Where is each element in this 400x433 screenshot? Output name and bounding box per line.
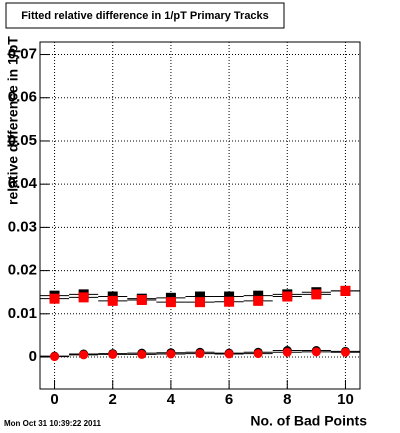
point	[78, 292, 89, 303]
point	[282, 347, 292, 357]
x-axis-label: No. of Bad Points	[250, 413, 367, 429]
point	[195, 349, 205, 359]
point	[195, 291, 205, 302]
point	[224, 291, 235, 302]
y-tick-label: 0.01	[8, 305, 37, 322]
point	[136, 294, 147, 305]
point	[166, 349, 176, 359]
y-axis-label: relative difference in 1/pT	[5, 36, 21, 205]
point	[49, 293, 60, 304]
point	[165, 297, 176, 308]
point	[311, 289, 322, 300]
point	[253, 290, 264, 301]
point	[107, 295, 118, 306]
point	[108, 349, 118, 359]
point	[253, 349, 263, 359]
y-tick-label: 0.04	[8, 175, 38, 192]
y-tick-label: 0.03	[8, 218, 37, 235]
x-tick-label: 6	[225, 391, 233, 408]
plot-frame	[39, 41, 361, 390]
footer: Mon Oct 31 10:39:22 2011	[4, 419, 101, 428]
y-tick-label: 0	[29, 348, 37, 365]
y-tick-label: 0.05	[8, 132, 37, 149]
y-tick-label: 0.02	[8, 262, 37, 279]
chart-title: Fitted relative difference in 1/pT Prima…	[21, 10, 269, 22]
point	[79, 350, 89, 360]
x-tick-label: 10	[337, 391, 354, 408]
point	[137, 349, 147, 359]
point	[311, 347, 321, 357]
point	[253, 295, 264, 306]
point	[50, 352, 60, 362]
x-tick-label: 4	[167, 391, 176, 408]
y-tick-label: 0.07	[8, 46, 37, 63]
point	[340, 347, 350, 357]
title-box	[5, 2, 285, 29]
point	[224, 349, 234, 359]
y-tick-label: 0.06	[8, 89, 37, 106]
point	[282, 291, 293, 302]
x-tick-label: 2	[109, 391, 117, 408]
x-tick-label: 0	[50, 391, 58, 408]
x-tick-label: 8	[283, 391, 291, 408]
point	[224, 296, 235, 307]
point	[195, 297, 205, 308]
point	[340, 285, 351, 296]
